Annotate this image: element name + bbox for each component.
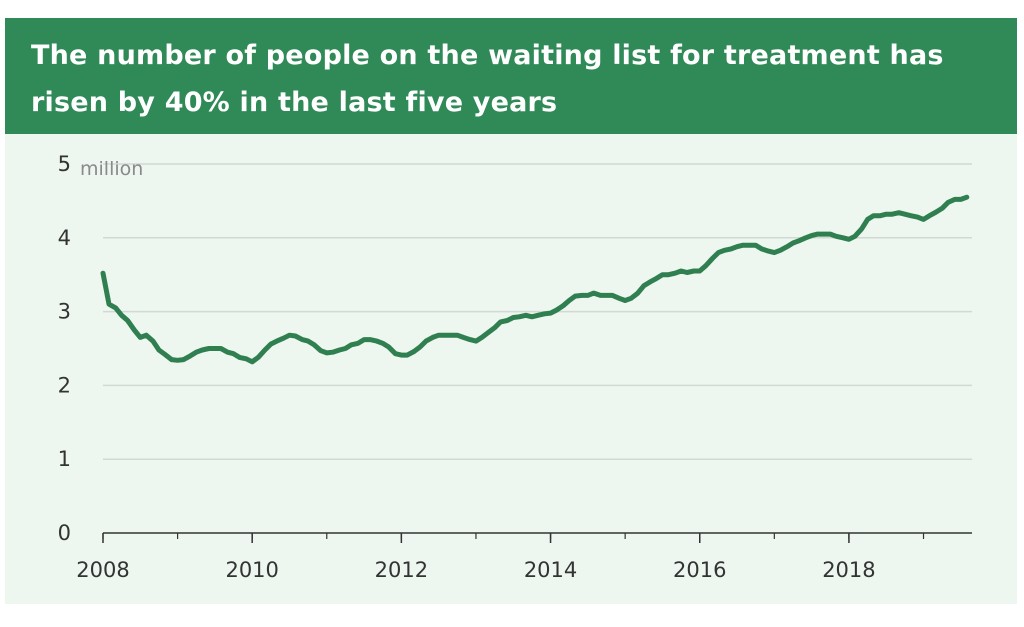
- waiting-list-line-chart: 0 1 2 3 4 5 million 2008 2010 2012 2014 2016 2018: [58, 152, 972, 582]
- gridlines: [103, 163, 972, 460]
- y-tick-label-3: 3: [58, 300, 71, 324]
- y-tick-label-5: 5: [58, 152, 71, 176]
- x-tick-label-2012: 2012: [375, 558, 428, 582]
- series-line-0: [100, 194, 970, 365]
- y-tick-label-2: 2: [58, 373, 71, 397]
- chart-title-line-1: The number of people on the waiting list…: [31, 40, 944, 71]
- x-tick-label-2016: 2016: [673, 558, 726, 582]
- axes: 0 1 2 3 4 5 million 2008 2010 2012 2014 2016 2018: [58, 152, 972, 582]
- y-tick-label-4: 4: [58, 226, 71, 250]
- y-axis-unit-label: million: [80, 158, 143, 180]
- x-tick-label-2008: 2008: [76, 558, 129, 582]
- x-tick-label-2010: 2010: [225, 558, 278, 582]
- series-layer: [100, 194, 970, 365]
- chart-title-line-2: risen by 40% in the last five years: [31, 87, 558, 118]
- title-bar: The number of people on the waiting list…: [5, 18, 1017, 134]
- y-tick-label-1: 1: [58, 447, 71, 471]
- chart-card: The number of people on the waiting list…: [5, 18, 1017, 604]
- x-tick-label-2018: 2018: [822, 558, 875, 582]
- x-tick-label-2014: 2014: [524, 558, 577, 582]
- y-tick-label-0: 0: [58, 521, 71, 545]
